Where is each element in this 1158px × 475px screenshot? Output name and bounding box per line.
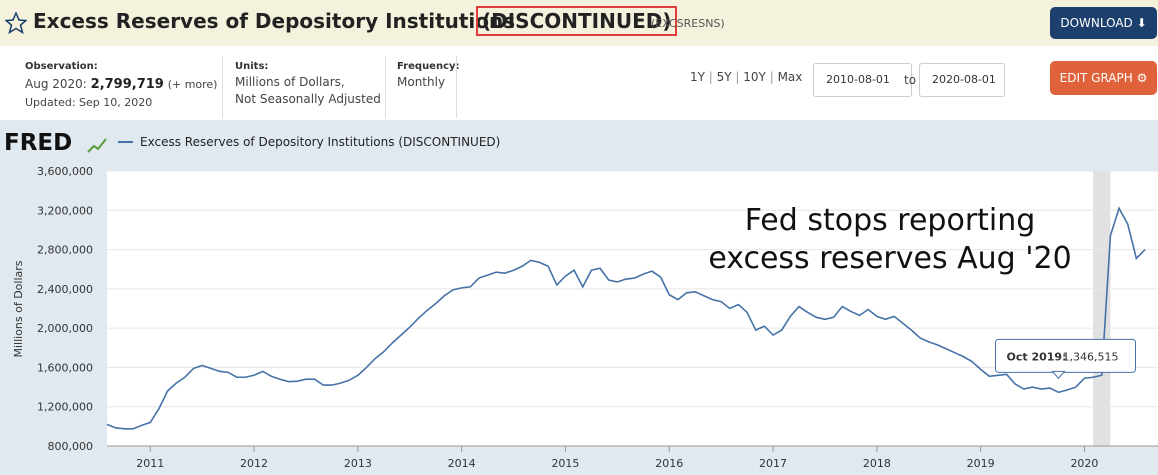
y-tick-label: 800,000 [48, 440, 94, 453]
frequency: Monthly [397, 75, 446, 89]
y-tick-label: 1,200,000 [37, 401, 93, 414]
x-tick-label: 2013 [344, 457, 372, 470]
range-links: 1Y | 5Y | 10Y | Max [690, 70, 802, 84]
separator: | [765, 70, 778, 84]
legend-label: Excess Reserves of Depository Institutio… [140, 135, 500, 149]
observation-date: Aug 2020: [25, 77, 87, 91]
x-tick-label: 2016 [655, 457, 683, 470]
observation-label: Observation: [25, 61, 98, 72]
divider [385, 56, 386, 118]
divider [222, 56, 223, 118]
tooltip-value: 1,346,515 [1063, 350, 1119, 363]
to-label: to [904, 73, 917, 87]
logo-icon [87, 138, 107, 153]
x-tick-label: 2020 [1070, 457, 1098, 470]
x-tick-label: 2017 [759, 457, 787, 470]
end-date-input[interactable]: 2020-08-01 [919, 63, 1005, 97]
plot-area [107, 171, 1158, 446]
range-link[interactable]: 5Y [716, 70, 732, 84]
x-tick-label: 2018 [863, 457, 891, 470]
frequency-label: Frequency: [397, 61, 460, 72]
y-axis-label: Millions of Dollars [12, 260, 25, 357]
title: Excess Reserves of Depository Institutio… [33, 9, 516, 33]
x-tick-label: 2019 [967, 457, 995, 470]
range-link[interactable]: 10Y [743, 70, 766, 84]
y-tick-label: 2,000,000 [37, 322, 93, 335]
units-2: Not Seasonally Adjusted [235, 92, 381, 106]
header-bar: Excess Reserves of Depository Institutio… [0, 0, 1158, 46]
y-tick-label: 3,600,000 [37, 165, 93, 178]
status: (DISCONTINUED) [476, 6, 678, 36]
x-tick-label: 2011 [136, 457, 164, 470]
units-label: Units: [235, 61, 269, 72]
download-label: DOWNLOAD [1060, 16, 1133, 30]
tooltip: Oct 2019:1,346,515 [995, 338, 1136, 380]
updated: Updated: Sep 10, 2020 [25, 96, 153, 109]
more-link[interactable]: (+ more) [167, 78, 218, 91]
annotation: Fed stops reporting [745, 203, 1036, 238]
tooltip-box [995, 338, 1136, 373]
chart: FRED Excess Reserves of Depository Insti… [0, 120, 1158, 475]
separator: | [704, 70, 717, 84]
x-tick-label: 2014 [448, 457, 476, 470]
edit-label: EDIT GRAPH [1059, 71, 1133, 85]
y-tick-label: 3,200,000 [37, 204, 93, 217]
tooltip-date: Oct 2019: [1007, 350, 1067, 363]
divider [456, 56, 457, 118]
y-tick-label: 2,800,000 [37, 244, 93, 257]
observation-value: 2,799,719 [90, 77, 164, 92]
series-line [106, 206, 1146, 430]
x-tick-label: 2015 [551, 457, 579, 470]
start-date-input[interactable]: 2010-08-01 [813, 63, 912, 97]
edit-graph-button[interactable]: EDIT GRAPH ⚙ [1050, 61, 1157, 95]
fred-logo: FRED [4, 130, 72, 156]
series-id: (EXCSRESNS) [651, 17, 725, 30]
separator: | [731, 70, 744, 84]
y-tick-label: 2,400,000 [37, 283, 93, 296]
range-link[interactable]: Max [777, 70, 803, 84]
star-icon[interactable] [5, 12, 27, 34]
units-1: Millions of Dollars, [235, 75, 345, 89]
recession-shade [1093, 171, 1111, 446]
tooltip-pointer [1051, 370, 1066, 380]
y-tick-label: 1,600,000 [37, 361, 93, 374]
download-button[interactable]: DOWNLOAD ⬇ [1050, 7, 1157, 39]
range-link[interactable]: 1Y [690, 70, 705, 84]
x-tick-label: 2012 [240, 457, 268, 470]
annotation: excess reserves Aug '20 [708, 241, 1071, 276]
